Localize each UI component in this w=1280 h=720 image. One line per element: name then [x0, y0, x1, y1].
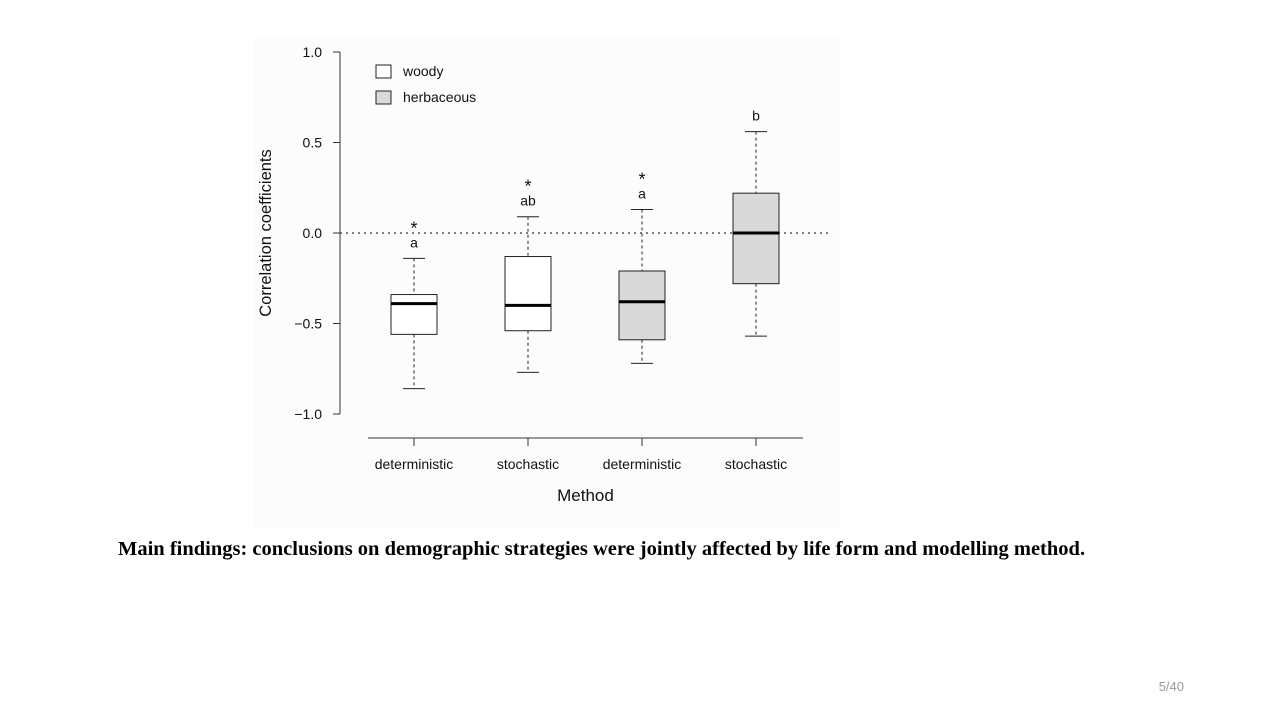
significance-star: * — [638, 169, 645, 189]
y-tick-label: −1.0 — [294, 406, 322, 422]
significance-letter: a — [410, 234, 418, 250]
legend-label: herbaceous — [403, 89, 476, 105]
significance-star: * — [524, 177, 531, 197]
y-tick-label: 1.0 — [303, 44, 323, 60]
box-iqr — [732, 192, 780, 285]
x-tick-label: stochastic — [497, 456, 559, 472]
x-tick-label: stochastic — [725, 456, 787, 472]
x-axis-label: Method — [557, 486, 614, 505]
y-tick-label: 0.5 — [303, 135, 323, 151]
box-iqr — [618, 270, 666, 341]
legend-label: woody — [402, 63, 443, 79]
y-tick-label: 0.0 — [303, 225, 323, 241]
main-findings-caption: Main findings: conclusions on demographi… — [118, 538, 1086, 560]
box-iqr — [390, 294, 438, 335]
x-tick-label: deterministic — [603, 456, 682, 472]
chart-panel: 1.0 0.5 0.0 −0.5 −1.0 Correlation coefficient… — [254, 38, 840, 528]
legend-swatch — [375, 90, 392, 105]
slide-number: 5/40 — [1158, 679, 1184, 694]
box-iqr — [504, 256, 552, 332]
x-tick-label: deterministic — [375, 456, 454, 472]
legend-swatch — [375, 64, 392, 79]
box-plot: 1.0 0.5 0.0 −0.5 −1.0 Correlation coefficient… — [257, 44, 832, 505]
y-tick-label: −0.5 — [294, 316, 322, 332]
significance-letter: ab — [520, 193, 536, 209]
significance-letter: b — [752, 108, 760, 124]
significance-letter: a — [638, 185, 646, 201]
y-axis-label: Correlation coefficients — [257, 149, 275, 317]
significance-star: * — [410, 218, 417, 238]
